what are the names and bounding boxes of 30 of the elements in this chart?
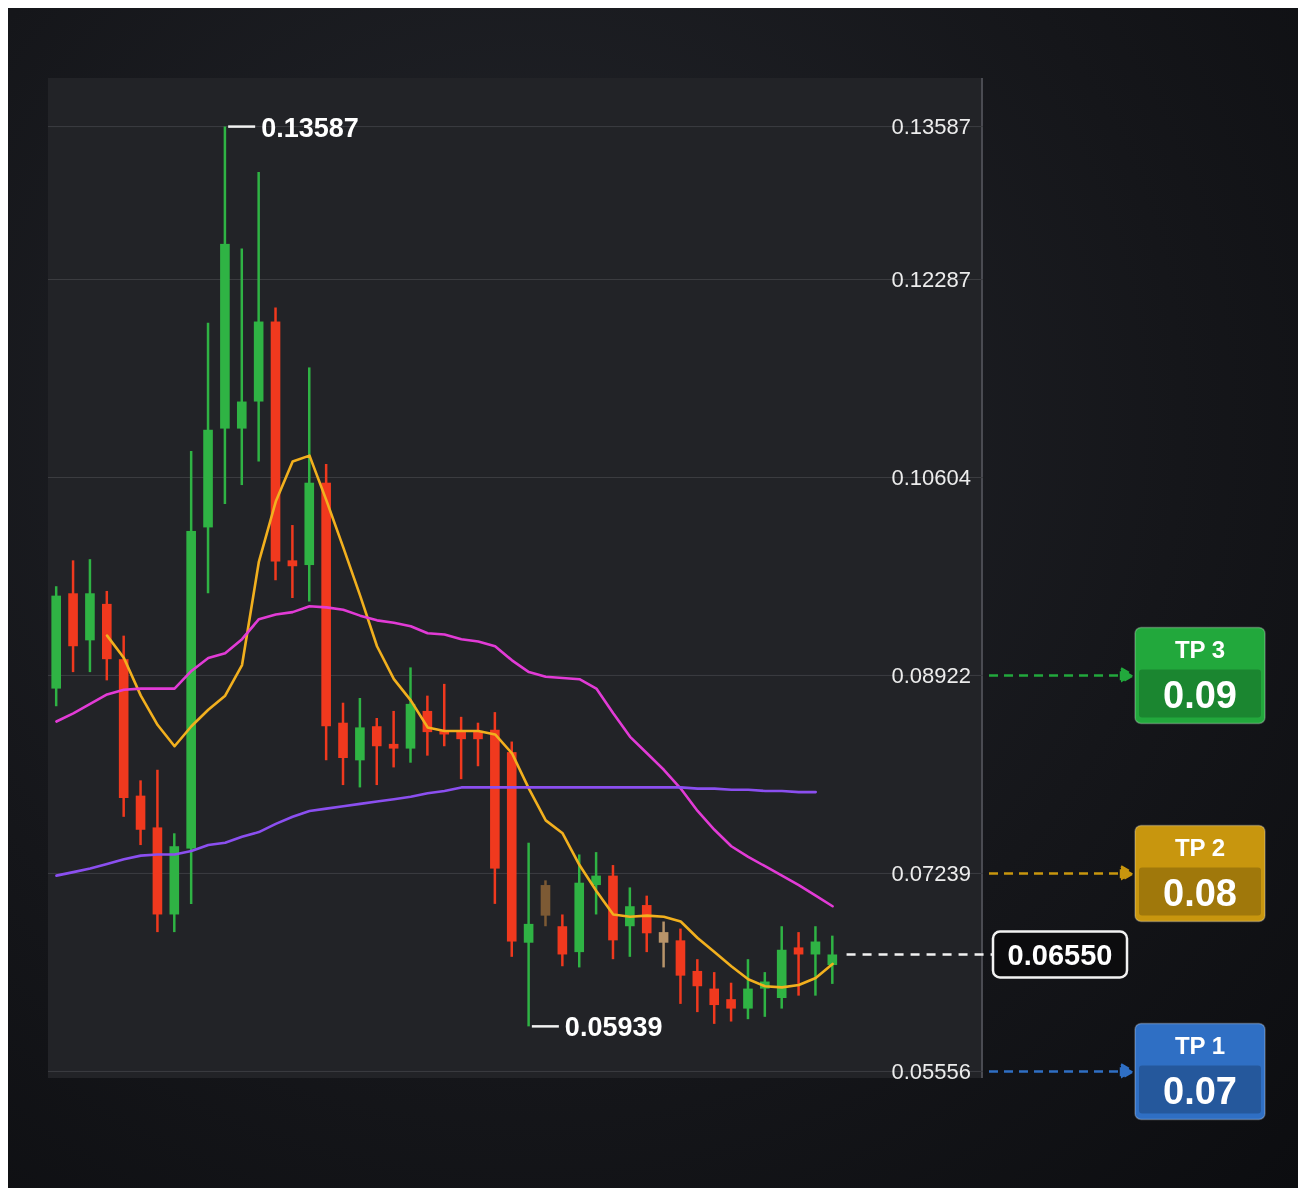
candlestick	[726, 981, 736, 1023]
y-tick-label: 0.05556	[891, 1058, 971, 1084]
candlestick	[827, 934, 838, 986]
candlestick	[523, 841, 534, 1028]
candlestick	[371, 716, 382, 787]
annotation: 0.13587	[261, 112, 359, 143]
text: TP 1	[1174, 1031, 1226, 1059]
line-series	[55, 604, 834, 908]
candlestick	[793, 930, 804, 997]
text: TP 3	[1174, 635, 1226, 663]
candlestick	[709, 970, 720, 1026]
candlestick	[236, 247, 247, 487]
candlestick	[658, 920, 669, 969]
text: 0.06550	[1007, 939, 1113, 972]
annotation: 0.05939	[564, 1012, 663, 1043]
y-tick-label: 0.10604	[891, 465, 971, 491]
y-tick-label: 0.07239	[891, 860, 971, 886]
candlestick	[388, 709, 399, 769]
text: 0.09	[1163, 674, 1237, 717]
candlestick	[287, 523, 298, 600]
candlestick	[591, 850, 601, 916]
candlestick	[743, 957, 753, 1021]
text: 0.07	[1163, 1070, 1237, 1113]
line-series	[55, 786, 817, 877]
text: TP 2	[1174, 833, 1226, 861]
y-tick-label: 0.08922	[891, 662, 971, 688]
y-tick-label: 0.12287	[891, 267, 971, 293]
y-tick-label: 0.13587	[891, 114, 971, 140]
candlestick	[692, 957, 703, 1014]
text: 0.08	[1163, 872, 1237, 915]
